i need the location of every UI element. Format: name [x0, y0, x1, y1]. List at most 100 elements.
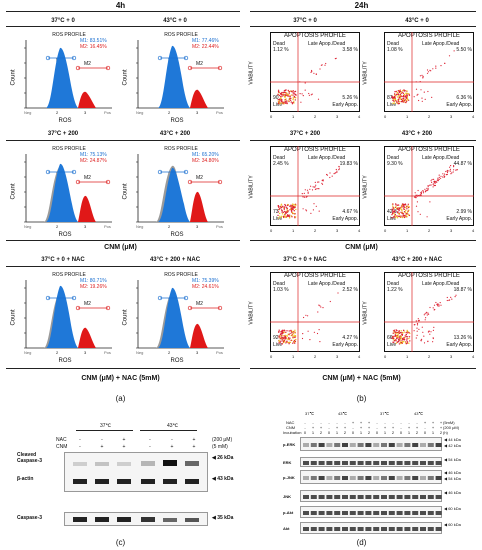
cell-dot — [286, 207, 288, 210]
cnm-sign: + — [100, 444, 104, 450]
band — [365, 527, 372, 531]
cell-dot — [406, 99, 409, 101]
gate-marker — [45, 55, 51, 61]
cell-dot — [290, 94, 293, 96]
cell-dot — [278, 212, 281, 215]
section-title-4h: 4h — [115, 1, 126, 10]
cell-dot — [404, 335, 406, 337]
cell-dot — [396, 337, 398, 339]
cell-dot — [313, 186, 315, 188]
band — [334, 495, 341, 499]
cell-dot — [395, 206, 397, 208]
cell-dot — [452, 171, 454, 173]
cell-dot — [287, 210, 289, 212]
cell-dot — [310, 212, 312, 214]
cell-dot — [322, 180, 324, 182]
cell-dot — [392, 205, 394, 207]
cell-dot — [393, 207, 395, 209]
cell-dot — [392, 216, 395, 218]
cell-dot — [422, 191, 424, 193]
cell-dot — [433, 304, 436, 306]
apop-xtick: 2 — [428, 114, 431, 119]
cell-dot — [405, 214, 407, 217]
cell-dot — [393, 337, 395, 339]
apop-xtick: 1 — [406, 114, 409, 119]
cell-dot — [437, 303, 439, 305]
cell-dot — [293, 331, 295, 333]
cell-dot — [407, 332, 409, 334]
cell-dot — [397, 336, 399, 338]
kda-26: ◀ 26 kDa — [212, 455, 234, 461]
cell-dot — [314, 181, 316, 183]
cell-dot — [392, 210, 395, 212]
cell-dot — [305, 210, 308, 212]
cell-dot — [444, 176, 446, 178]
blot-d-bands — [303, 461, 442, 465]
band — [318, 527, 325, 531]
hist-m2-label: M2 — [196, 175, 203, 181]
cell-dot — [285, 212, 287, 214]
cell-dot — [291, 334, 293, 336]
cell-dot — [310, 71, 312, 73]
cell-dot — [426, 314, 428, 316]
d-sign: 1 — [311, 430, 315, 435]
cell-dot — [453, 50, 455, 52]
cell-dot — [291, 203, 294, 205]
cell-dot — [406, 329, 408, 332]
hist-tick: 3 — [84, 350, 87, 355]
d-sign: - — [328, 420, 330, 425]
cell-dot — [437, 180, 439, 182]
cell-dot — [405, 206, 407, 209]
band — [435, 527, 442, 531]
cell-dot — [395, 334, 397, 337]
d-sign: - — [336, 420, 338, 425]
cell-dot — [423, 335, 425, 337]
cell-dot — [396, 204, 399, 206]
d-sign: - — [344, 420, 346, 425]
apop-ylabel: VIABILITY — [248, 61, 255, 85]
d-band-label: p-ERK — [283, 442, 296, 447]
apop-xtick: 1 — [292, 228, 295, 233]
apop-early-label: Early Apop. — [332, 342, 358, 348]
cell-dot — [283, 101, 285, 104]
cell-dot — [290, 339, 292, 341]
band — [326, 461, 333, 465]
d-sign: + — [391, 425, 395, 430]
apop-late-label: Late Apop./Dead — [308, 41, 346, 47]
cell-dot — [289, 208, 292, 210]
band — [427, 495, 434, 499]
cell-dot — [393, 329, 396, 331]
cell-dot — [294, 329, 296, 331]
cell-dot — [403, 337, 405, 339]
d-sign: 1 — [407, 430, 411, 435]
cell-dot — [425, 317, 427, 319]
apop-xtick: 3 — [336, 228, 339, 233]
cell-dot — [432, 307, 434, 309]
band — [318, 511, 325, 515]
cell-dot — [401, 333, 403, 335]
cell-dot — [438, 305, 440, 307]
band — [396, 527, 403, 531]
gate-marker — [45, 169, 51, 175]
d-sign: - — [312, 420, 314, 425]
cell-dot — [400, 211, 402, 213]
cell-dot — [399, 93, 401, 96]
band — [412, 527, 419, 531]
cell-dot — [318, 329, 320, 331]
cell-dot — [399, 97, 402, 99]
apop-ylabel: VIABILITY — [248, 175, 255, 199]
cell-dot — [288, 343, 290, 345]
cell-dot — [284, 213, 286, 215]
band — [396, 443, 403, 447]
kda-35: ◀ 35 kDa — [212, 515, 234, 521]
cell-dot — [293, 205, 295, 208]
divider — [250, 11, 476, 12]
band — [373, 443, 380, 447]
cell-dot — [426, 311, 428, 313]
apop-dead-label: Dead — [387, 155, 399, 161]
cell-dot — [443, 173, 446, 175]
divider — [6, 266, 240, 267]
d-row-incubation: Incubation — [283, 430, 302, 435]
cell-dot — [398, 330, 400, 333]
gate-marker — [71, 295, 77, 301]
